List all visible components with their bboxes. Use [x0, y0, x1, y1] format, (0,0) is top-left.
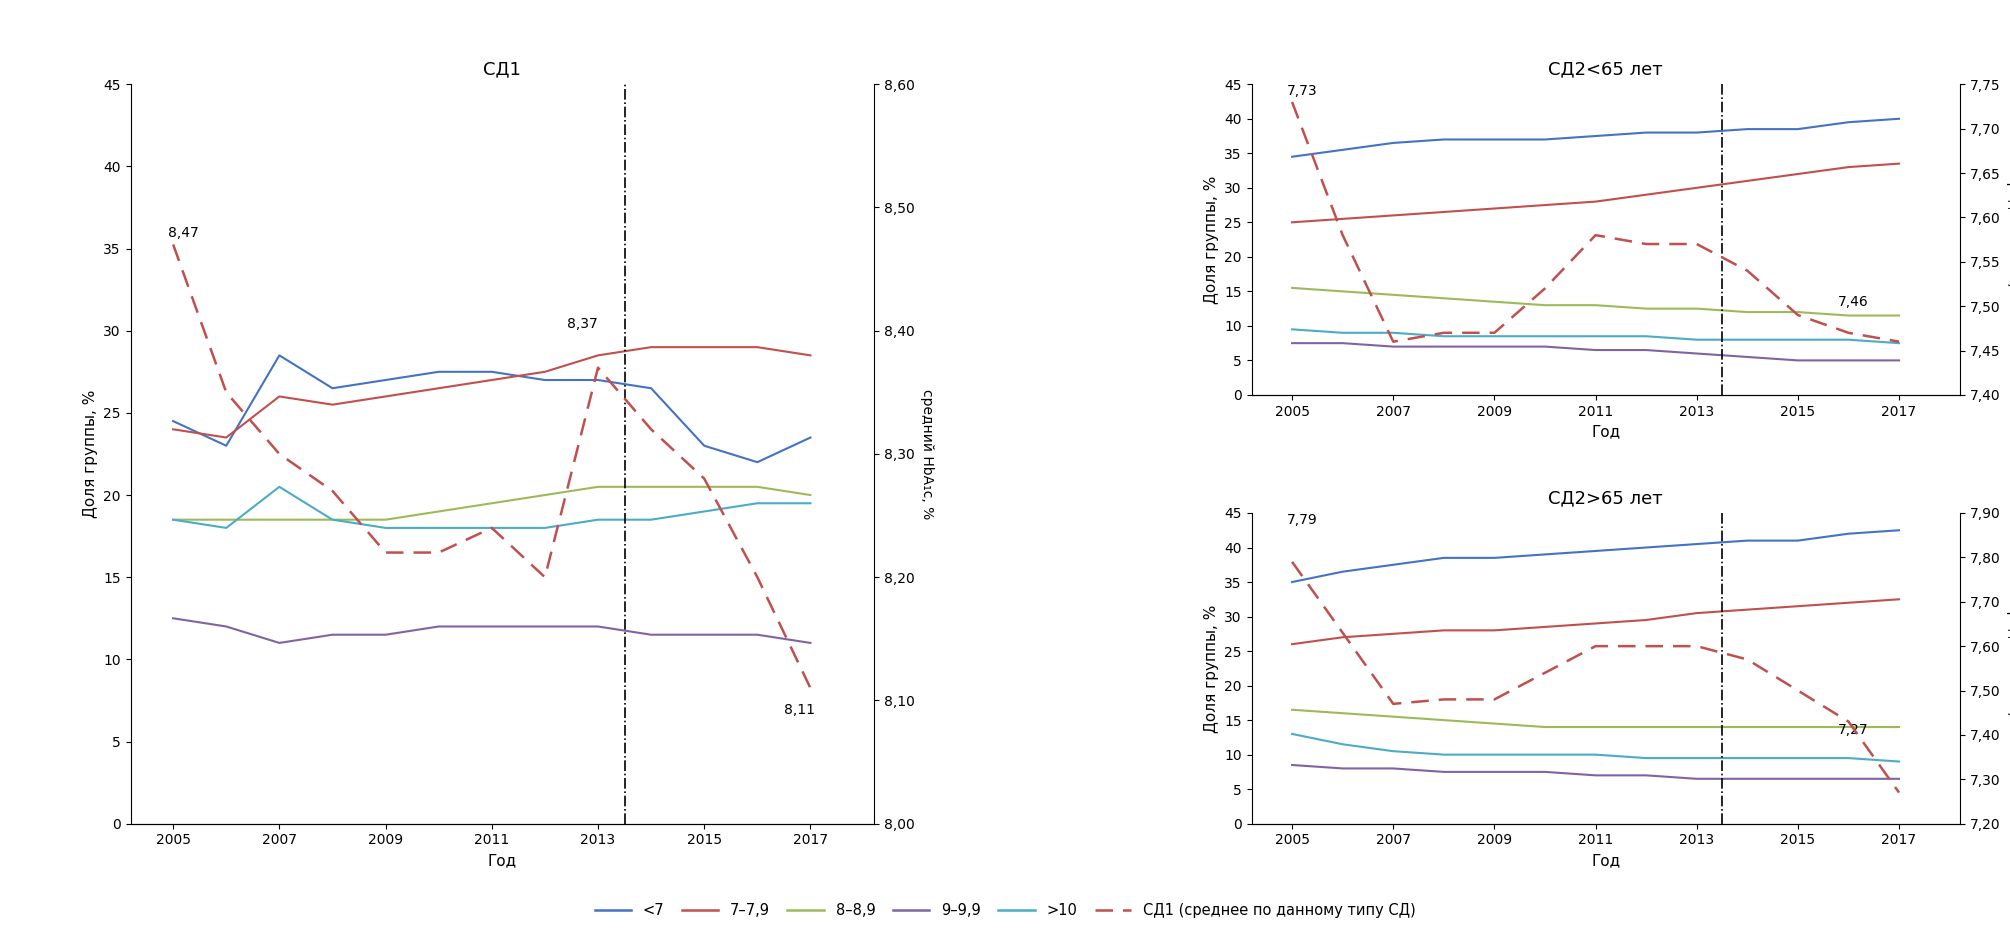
Text: 7,73: 7,73 — [1286, 84, 1319, 98]
X-axis label: Год: Год — [1592, 424, 1620, 439]
Y-axis label: средний HbA₁c, %: средний HbA₁c, % — [2006, 174, 2010, 305]
Y-axis label: средний HbA₁c, %: средний HbA₁c, % — [921, 388, 935, 519]
Y-axis label: Доля группы, %: Доля группы, % — [1204, 604, 1218, 733]
Title: СД1: СД1 — [484, 61, 521, 79]
Text: 7,27: 7,27 — [1839, 724, 1869, 738]
Text: 8,37: 8,37 — [567, 316, 599, 330]
Text: 8,47: 8,47 — [167, 227, 199, 241]
Text: 7,79: 7,79 — [1286, 513, 1319, 527]
Title: СД2>65 лет: СД2>65 лет — [1548, 490, 1662, 507]
Y-axis label: Доля группы, %: Доля группы, % — [1204, 175, 1218, 304]
Text: 8,11: 8,11 — [784, 703, 814, 717]
Title: СД2<65 лет: СД2<65 лет — [1548, 61, 1662, 79]
Y-axis label: Доля группы, %: Доля группы, % — [82, 389, 98, 519]
Y-axis label: средний HbA₁c, %: средний HbA₁c, % — [2006, 603, 2010, 734]
Legend: <7, 7–7,9, 8–8,9, 9–9,9, >10, СД1 (среднее по данному типу СД): <7, 7–7,9, 8–8,9, 9–9,9, >10, СД1 (средн… — [589, 898, 1421, 924]
X-axis label: Год: Год — [488, 853, 517, 868]
Text: 7,46: 7,46 — [1839, 295, 1869, 309]
X-axis label: Год: Год — [1592, 853, 1620, 868]
